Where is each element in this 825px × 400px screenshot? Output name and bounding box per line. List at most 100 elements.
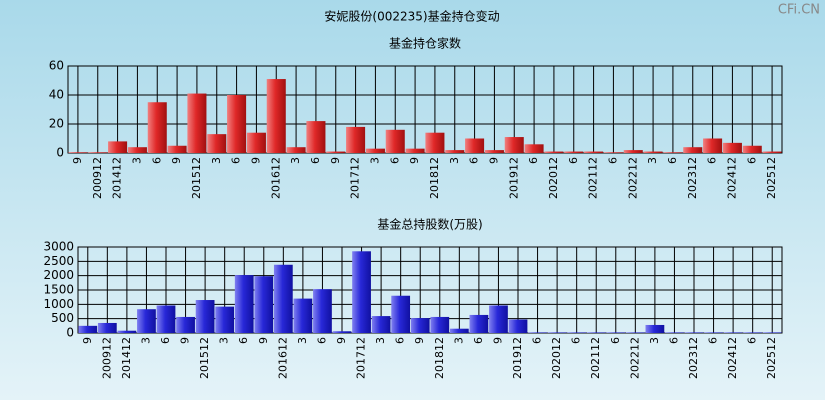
bar: [586, 332, 606, 333]
x-tick-label: 201612: [276, 337, 289, 379]
x-tick-label: 6: [159, 337, 172, 344]
x-tick-label: 9: [335, 337, 348, 344]
x-tick-label: 201912: [507, 157, 520, 199]
bar: [625, 332, 645, 333]
bar: [643, 151, 663, 153]
bar: [489, 305, 508, 333]
bar: [743, 332, 763, 333]
x-tick-label: 9: [408, 157, 421, 164]
bar: [603, 152, 623, 153]
x-tick-label: 3: [448, 157, 461, 164]
x-tick-label: 3: [648, 337, 661, 344]
x-tick-label: 3: [452, 337, 465, 344]
bar: [665, 332, 684, 333]
bar: [683, 147, 703, 153]
bar: [504, 137, 524, 153]
x-tick-label: 202412: [726, 337, 739, 379]
chart-title: 基金持仓家数: [389, 36, 461, 51]
x-tick-label: 202212: [628, 337, 641, 379]
x-tick-label: 3: [130, 157, 143, 164]
bar: [425, 132, 445, 153]
bar: [108, 141, 128, 153]
bar: [346, 126, 366, 153]
x-tick-label: 202512: [765, 157, 778, 199]
bar: [147, 102, 167, 153]
bar: [234, 275, 254, 333]
y-tick-label: 500: [51, 311, 74, 325]
bar: [508, 319, 528, 333]
bar: [365, 148, 385, 153]
bar: [127, 147, 147, 153]
bar: [215, 306, 235, 333]
x-tick-label: 3: [374, 337, 387, 344]
bar: [385, 129, 405, 153]
x-tick-label: 202212: [626, 157, 639, 199]
x-tick-label: 3: [289, 157, 302, 164]
bar: [293, 298, 313, 333]
bar: [410, 318, 430, 333]
bar: [137, 309, 156, 333]
bar: [207, 134, 227, 153]
bar: [762, 151, 782, 153]
bar: [273, 264, 293, 333]
x-tick-label: 9: [249, 157, 262, 164]
x-tick-label: 202512: [765, 337, 778, 379]
bar: [663, 152, 683, 153]
x-tick-label: 201712: [349, 157, 362, 199]
x-tick-label: 3: [646, 157, 659, 164]
bar: [623, 150, 643, 153]
y-tick-label: 60: [49, 59, 64, 73]
bar: [703, 138, 723, 153]
x-tick-label: 201612: [269, 157, 282, 199]
bar: [246, 132, 266, 153]
x-tick-label: 201812: [433, 337, 446, 379]
bar: [176, 316, 195, 333]
x-tick-label: 6: [706, 157, 719, 164]
x-tick-label: 6: [606, 157, 619, 164]
y-tick-label: 1000: [43, 297, 74, 311]
bar: [254, 276, 274, 333]
bar: [156, 305, 176, 333]
bar: [266, 79, 286, 153]
x-tick-label: 202112: [589, 337, 602, 379]
x-tick-label: 9: [81, 337, 94, 344]
x-tick-label: 202312: [686, 157, 699, 199]
bar: [68, 152, 88, 153]
x-tick-label: 9: [487, 157, 500, 164]
x-tick-label: 202112: [587, 157, 600, 199]
x-tick-label: 6: [150, 157, 163, 164]
x-tick-label: 202312: [687, 337, 700, 379]
bar: [465, 138, 485, 153]
bar: [371, 316, 391, 333]
x-tick-label: 6: [394, 337, 407, 344]
x-tick-label: 3: [368, 157, 381, 164]
y-tick-label: 0: [56, 146, 64, 160]
x-tick-label: 9: [71, 157, 84, 164]
x-tick-label: 6: [230, 157, 243, 164]
bar: [286, 147, 306, 153]
bar: [306, 121, 326, 153]
y-tick-label: 40: [49, 88, 64, 102]
x-tick-label: 202012: [550, 337, 563, 379]
x-tick-label: 6: [388, 157, 401, 164]
x-tick-label: 6: [472, 337, 485, 344]
x-tick-label: 6: [237, 337, 250, 344]
y-tick-label: 3000: [43, 240, 74, 254]
bar: [352, 251, 371, 333]
x-tick-label: 3: [296, 337, 309, 344]
chart-title: 基金总持股数(万股): [377, 217, 482, 232]
x-tick-label: 200912: [91, 157, 104, 199]
y-tick-label: 2500: [43, 254, 74, 268]
bar: [684, 332, 704, 333]
bar: [606, 332, 626, 333]
x-tick-label: 6: [707, 337, 720, 344]
bar: [195, 300, 215, 333]
x-tick-label: 9: [170, 157, 183, 164]
bar: [547, 332, 567, 333]
x-tick-label: 201412: [120, 337, 133, 379]
bar: [391, 295, 411, 333]
y-tick-label: 1500: [43, 283, 74, 297]
x-tick-label: 6: [315, 337, 328, 344]
x-tick-label: 201912: [511, 337, 524, 379]
x-tick-label: 6: [468, 157, 481, 164]
